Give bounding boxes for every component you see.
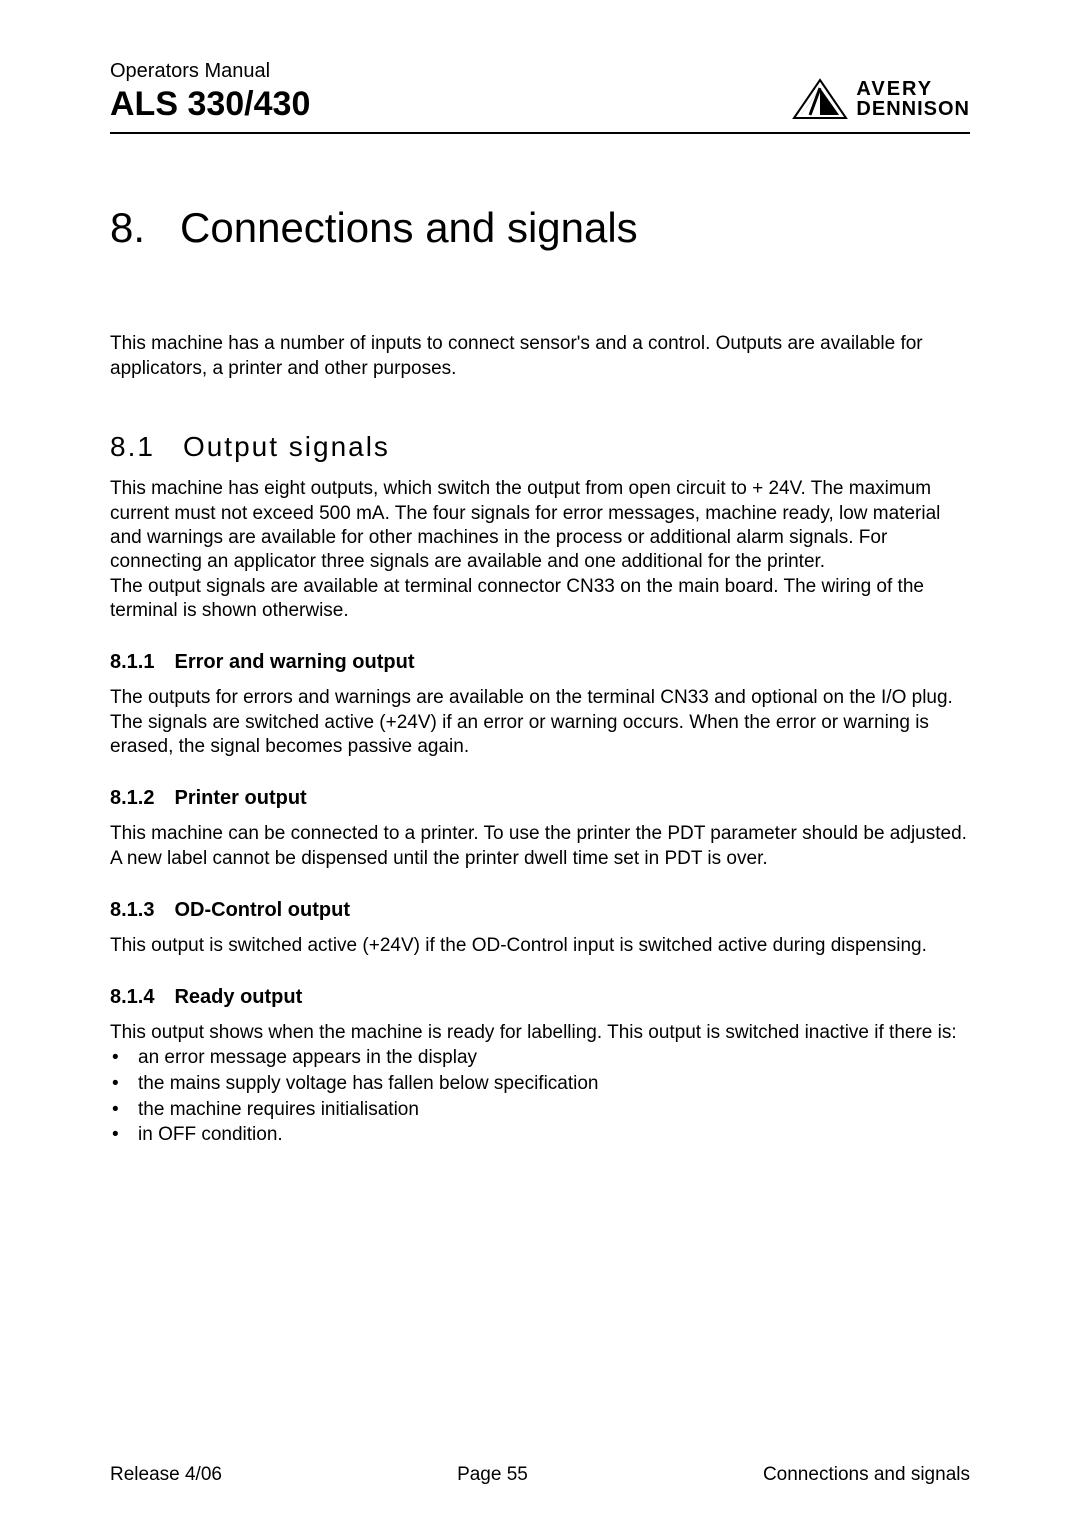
logo-line2: DENNISON xyxy=(856,99,970,119)
sub-number: 8.1.4 xyxy=(110,986,154,1008)
sub-number: 8.1.1 xyxy=(110,651,154,673)
sub-number: 8.1.2 xyxy=(110,787,154,809)
list-item: in OFF condition. xyxy=(110,1122,970,1148)
list-item: the machine requires initialisation xyxy=(110,1097,970,1123)
brand-logo: AVERY DENNISON xyxy=(792,78,970,124)
sub-8-1-4-heading: 8.1.4 Ready output xyxy=(110,986,970,1009)
sub-title: Ready output xyxy=(174,986,302,1008)
sub-8-1-3-heading: 8.1.3 OD-Control output xyxy=(110,899,970,922)
product-name: ALS 330/430 xyxy=(110,85,310,124)
list-item: the mains supply voltage has fallen belo… xyxy=(110,1071,970,1097)
logo-triangle-icon xyxy=(792,78,848,120)
sub-8-1-2-para2: A new label cannot be dispensed until th… xyxy=(110,847,970,871)
sub-8-1-2-heading: 8.1.2 Printer output xyxy=(110,787,970,810)
section-title: Output signals xyxy=(183,431,390,462)
chapter-number: 8. xyxy=(110,204,145,251)
sub-title: OD-Control output xyxy=(174,899,350,921)
page-header: Operators Manual ALS 330/430 AVERY DENNI… xyxy=(110,60,970,134)
footer-page: Page 55 xyxy=(457,1464,528,1486)
sub-title: Printer output xyxy=(174,787,306,809)
intro-paragraph: This machine has a number of inputs to c… xyxy=(110,332,970,381)
sub-8-1-3-para: This output is switched active (+24V) if… xyxy=(110,934,970,958)
sub-8-1-1-para: The outputs for errors and warnings are … xyxy=(110,686,970,759)
section-8-1-para2: The output signals are available at term… xyxy=(110,575,970,624)
ready-output-bullets: an error message appears in the display … xyxy=(110,1045,970,1148)
sub-8-1-1-heading: 8.1.1 Error and warning output xyxy=(110,651,970,674)
section-8-1-para1: This machine has eight outputs, which sw… xyxy=(110,477,970,574)
chapter-name: Connections and signals xyxy=(180,204,638,251)
sub-number: 8.1.3 xyxy=(110,899,154,921)
doc-type: Operators Manual xyxy=(110,60,310,83)
section-8-1-heading: 8.1 Output signals xyxy=(110,431,970,463)
section-number: 8.1 xyxy=(110,431,155,462)
logo-text: AVERY DENNISON xyxy=(856,79,970,119)
list-item: an error message appears in the display xyxy=(110,1045,970,1071)
header-left: Operators Manual ALS 330/430 xyxy=(110,60,310,124)
sub-8-1-4-intro: This output shows when the machine is re… xyxy=(110,1021,970,1045)
footer-chapter: Connections and signals xyxy=(763,1464,970,1486)
chapter-title: 8. Connections and signals xyxy=(110,204,970,252)
sub-8-1-2-para1: This machine can be connected to a print… xyxy=(110,822,970,846)
footer-release: Release 4/06 xyxy=(110,1464,222,1486)
logo-line1: AVERY xyxy=(856,79,970,99)
sub-title: Error and warning output xyxy=(174,651,414,673)
page-footer: Release 4/06 Page 55 Connections and sig… xyxy=(110,1464,970,1486)
